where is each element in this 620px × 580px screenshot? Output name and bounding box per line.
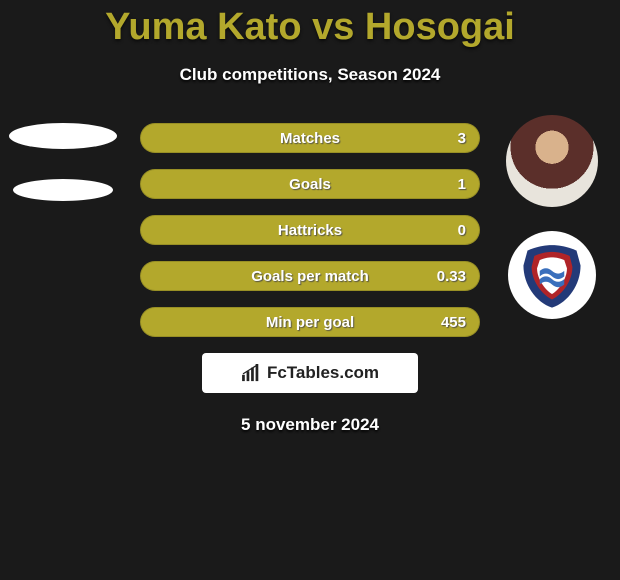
stat-value-right: 3 (458, 130, 466, 147)
left-ellipse-2 (13, 179, 113, 201)
left-player-col (8, 123, 118, 201)
stat-label: Matches (280, 130, 340, 147)
player-avatar (506, 115, 598, 207)
crest-icon (518, 241, 586, 309)
stat-label: Min per goal (266, 314, 354, 331)
left-ellipse-1 (9, 123, 117, 149)
club-crest (508, 231, 596, 319)
comparison-panel: Matches 3 Goals 1 Hattricks 0 Goals per … (0, 123, 620, 435)
bars-icon (241, 364, 263, 382)
stat-value-right: 455 (441, 314, 466, 331)
right-player-col (502, 115, 602, 319)
stat-label: Goals (289, 176, 331, 193)
stat-label: Hattricks (278, 222, 342, 239)
stat-bar: Hattricks 0 (140, 215, 480, 245)
stat-value-right: 0 (458, 222, 466, 239)
stat-bars: Matches 3 Goals 1 Hattricks 0 Goals per … (140, 123, 480, 337)
date-line: 5 november 2024 (0, 415, 620, 435)
stat-label: Goals per match (251, 268, 369, 285)
page-title: Yuma Kato vs Hosogai (0, 0, 620, 49)
brand-box: FcTables.com (202, 353, 418, 393)
brand-text: FcTables.com (267, 363, 379, 383)
stat-value-right: 0.33 (437, 268, 466, 285)
stat-bar: Min per goal 455 (140, 307, 480, 337)
stat-bar: Goals 1 (140, 169, 480, 199)
stat-value-right: 1 (458, 176, 466, 193)
stat-bar: Goals per match 0.33 (140, 261, 480, 291)
stat-bar: Matches 3 (140, 123, 480, 153)
page-subtitle: Club competitions, Season 2024 (0, 65, 620, 85)
brand-label: FcTables.com (241, 363, 379, 383)
